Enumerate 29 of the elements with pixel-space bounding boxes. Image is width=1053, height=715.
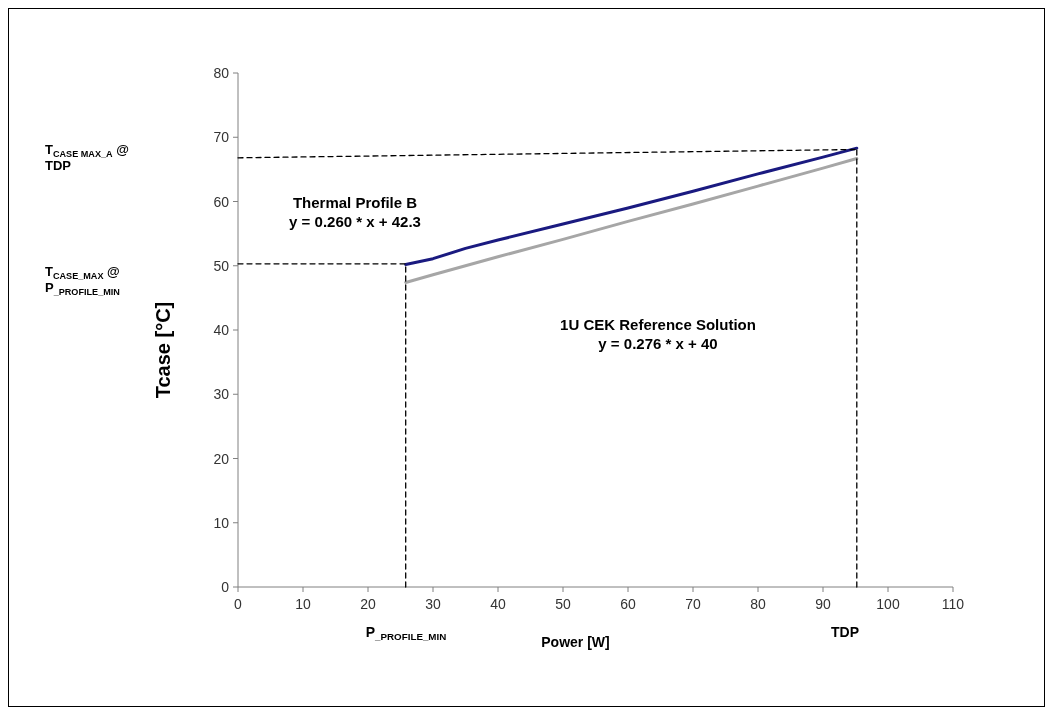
y-tick-label: 20 [213, 450, 230, 467]
x-tick-label: 80 [750, 596, 766, 612]
x-tick-label: 110 [941, 596, 965, 612]
x-tick-label: 90 [815, 596, 831, 612]
y-axis-title: Tcase [°C] [152, 301, 174, 399]
y-tick-label: 50 [213, 257, 230, 274]
text: T$_{CASE_MAX}$ @ P$_{_PROFILE_MIN}$ [45, 264, 120, 297]
x-tick-label: 100 [876, 596, 900, 612]
x-tick-label: 50 [555, 596, 571, 612]
annotation: Thermal Profile B y = 0.260 * x + 42.3 [289, 194, 421, 230]
text: T$_{CASE MAX_A}$ @ TDP [45, 142, 129, 174]
y-tick-label: 40 [213, 322, 230, 338]
text: TDP [831, 624, 859, 640]
x-tick-label: 30 [425, 596, 441, 612]
x-tick-label: 20 [360, 596, 376, 612]
annotation: 1U CEK Reference Solution y = 0.276 * x + 40 [560, 316, 756, 352]
x-tick-label: 10 [295, 596, 311, 612]
y-tick-label: 10 [213, 514, 230, 531]
x-axis-title: Power [W] [541, 634, 610, 650]
x-tick-label: 40 [490, 596, 506, 612]
y-tick-label: 70 [213, 129, 230, 146]
x-tick-label: 60 [620, 596, 636, 612]
x-tick-label: 0 [234, 596, 243, 612]
x-tick-label: 70 [685, 596, 701, 612]
text: P$_{_PROFILE_MIN}$ [365, 624, 447, 642]
y-tick-label: 80 [213, 65, 230, 81]
y-tick-label: 60 [213, 193, 230, 210]
y-tick-label: 0 [221, 579, 230, 595]
y-tick-label: 30 [213, 386, 230, 403]
